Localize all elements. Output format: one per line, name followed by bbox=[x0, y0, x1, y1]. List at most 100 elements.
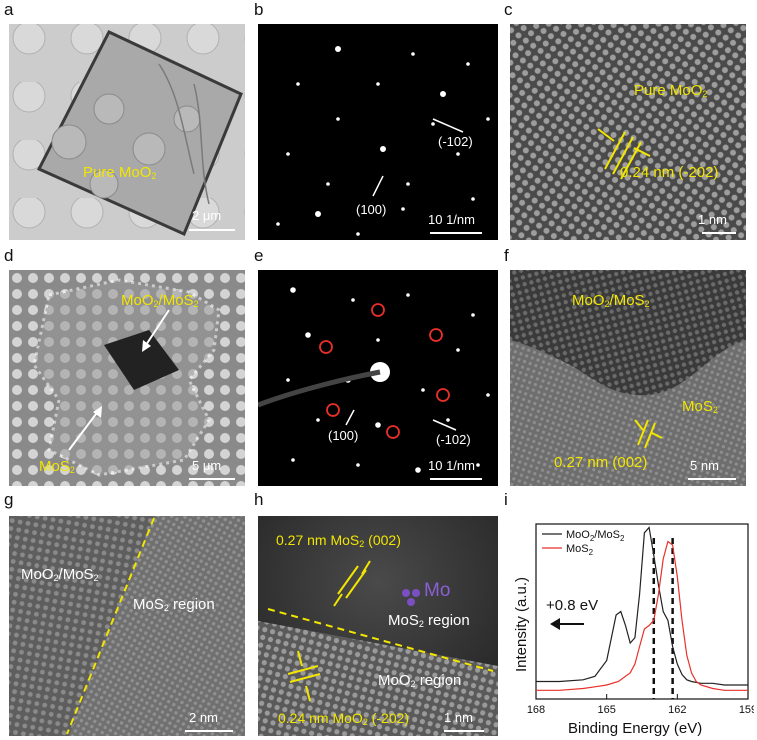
diffraction-spot bbox=[406, 182, 410, 186]
diffraction-spot bbox=[456, 152, 460, 156]
diffraction-spot bbox=[375, 422, 381, 428]
panel-letter-c: c bbox=[504, 0, 513, 19]
x-tick-label: 162 bbox=[668, 704, 686, 716]
panel-c-scale-text: 1 nm bbox=[698, 212, 727, 227]
diffraction-spot bbox=[406, 293, 410, 297]
panel-d-tem-image: MoO2/MoS2 MoS2 5 μm bbox=[9, 270, 245, 486]
diffraction-spot bbox=[335, 46, 341, 52]
diffraction-spot bbox=[291, 458, 295, 462]
panel-d-image-art bbox=[9, 270, 245, 486]
diffraction-spot bbox=[286, 378, 290, 382]
panel-g-label-1: MoO2/MoS2 bbox=[21, 566, 99, 583]
panel-e-annotation-2: (-102) bbox=[436, 432, 471, 447]
panel-a-scale-bar bbox=[189, 229, 235, 231]
diffraction-spot bbox=[326, 182, 330, 186]
panel-c-scale-bar bbox=[702, 232, 736, 234]
highlight-ring bbox=[326, 403, 340, 417]
panel-letter-i: i bbox=[504, 490, 508, 509]
diffraction-spot bbox=[376, 338, 380, 342]
panel-i-xps-chart: 168 165 162 159 MoO2/MoS2 MoS2 +0.8 eV Inte… bbox=[506, 512, 754, 738]
legend-label-2: MoS2 bbox=[566, 543, 594, 557]
y-axis-label: Intensity (a.u.) bbox=[513, 577, 530, 672]
x-axis-label: Binding Energy (eV) bbox=[568, 720, 702, 737]
diffraction-spot bbox=[286, 152, 290, 156]
panel-letter-e: e bbox=[254, 246, 264, 265]
diffraction-spot bbox=[356, 232, 360, 236]
diffraction-spot bbox=[376, 82, 380, 86]
highlight-ring bbox=[436, 388, 450, 402]
diffraction-spot bbox=[431, 122, 435, 126]
beam-stop bbox=[258, 369, 381, 408]
diffraction-spot bbox=[486, 117, 490, 121]
panel-letter-f: f bbox=[504, 246, 509, 265]
diffraction-spot bbox=[380, 146, 386, 152]
panel-e-diffraction: (100) (-102) 10 1/nm bbox=[258, 270, 498, 486]
panel-h-scale-text: 1 nm bbox=[444, 710, 473, 725]
diffraction-spot bbox=[446, 418, 450, 422]
diffraction-spot bbox=[356, 463, 360, 467]
x-tick-label: 168 bbox=[527, 704, 545, 716]
diffraction-spot bbox=[296, 82, 300, 86]
panel-e-scale-text: 10 1/nm bbox=[428, 458, 475, 473]
diffraction-spot bbox=[316, 418, 320, 422]
diffraction-spot bbox=[411, 52, 415, 56]
diffraction-spot bbox=[315, 211, 321, 217]
panel-h-region-1: MoS2 region bbox=[388, 612, 470, 629]
shift-arrow-head bbox=[550, 618, 560, 630]
panel-a-image-art bbox=[9, 24, 245, 240]
panel-d-scale-bar bbox=[189, 478, 235, 480]
panel-a-scale-text: 2 μm bbox=[192, 208, 222, 223]
chart-plot-frame bbox=[535, 523, 749, 700]
diffraction-spot bbox=[471, 313, 475, 317]
panel-g-label-2: MoS2 region bbox=[133, 596, 215, 613]
panel-f-scale-bar bbox=[688, 478, 736, 480]
highlight-ring bbox=[371, 303, 385, 317]
panel-h-image-art bbox=[258, 516, 498, 736]
panel-letter-a: a bbox=[4, 0, 14, 19]
panel-h-bottom-label: 0.24 nm MoO2 (-202) bbox=[278, 710, 410, 727]
panel-f-hrtem: MoO2/MoS2 MoS2 0.27 nm (002) 5 nm bbox=[510, 270, 746, 486]
highlight-ring bbox=[319, 340, 333, 354]
panel-b-annotation-2: (100) bbox=[356, 202, 387, 217]
panel-b-diffraction-art bbox=[276, 46, 490, 236]
xps-chart-svg: 168 165 162 159 MoO2/MoS2 MoS2 +0.8 eV Inte… bbox=[513, 523, 754, 737]
diffraction-spot bbox=[336, 117, 340, 121]
panel-c-hrtem: Pure MoO2 0.24 nm (-202) 1 nm bbox=[510, 24, 746, 240]
diffraction-spot bbox=[421, 388, 425, 392]
arrow-line bbox=[432, 118, 464, 133]
panel-g-scale-bar bbox=[185, 730, 233, 732]
panel-h-region-2: MoO2 region bbox=[378, 672, 462, 689]
panel-letter-h: h bbox=[254, 490, 264, 509]
panel-h-haadf: 0.27 nm MoS2 (002) Mo MoS2 region MoO2 r… bbox=[258, 516, 498, 736]
panel-e-diffraction-art bbox=[258, 287, 490, 473]
panel-c-spacing: 0.24 nm (-202) bbox=[620, 164, 719, 181]
diffraction-spot bbox=[466, 62, 470, 66]
diffraction-spot bbox=[290, 287, 296, 293]
panel-e-scale-bar bbox=[430, 478, 482, 480]
panel-c-label: Pure MoO2 bbox=[634, 82, 708, 99]
panel-letter-g: g bbox=[4, 490, 14, 509]
diffraction-spot bbox=[486, 393, 490, 397]
diffraction-spot bbox=[276, 222, 280, 226]
panel-f-scale-text: 5 nm bbox=[690, 458, 719, 473]
panel-f-label-1: MoO2/MoS2 bbox=[572, 292, 650, 309]
diffraction-spot bbox=[415, 467, 421, 473]
panel-letter-d: d bbox=[4, 246, 14, 265]
diffraction-spot bbox=[476, 463, 480, 467]
panel-d-label-1: MoO2/MoS2 bbox=[121, 292, 199, 309]
panel-a-tem-image: Pure MoO2 2 μm bbox=[9, 24, 245, 240]
x-tick-label: 165 bbox=[597, 704, 615, 716]
panel-a-label: Pure MoO2 bbox=[83, 164, 157, 181]
panel-h-mo-label: Mo bbox=[424, 580, 451, 601]
panel-b-scale-text: 10 1/nm bbox=[428, 212, 475, 227]
arrow-line bbox=[372, 175, 384, 197]
legend-label-1: MoO2/MoS2 bbox=[566, 529, 625, 543]
arrow-line bbox=[432, 419, 457, 431]
panel-f-spacing: 0.27 nm (002) bbox=[554, 454, 648, 471]
panel-f-lattice-art bbox=[510, 270, 746, 486]
arrow-line bbox=[345, 409, 355, 426]
panel-f-label-2: MoS2 bbox=[682, 398, 718, 415]
panel-b-scale-bar bbox=[430, 232, 482, 234]
shift-annotation: +0.8 eV bbox=[546, 597, 598, 614]
panel-d-label-2: MoS2 bbox=[39, 458, 75, 475]
